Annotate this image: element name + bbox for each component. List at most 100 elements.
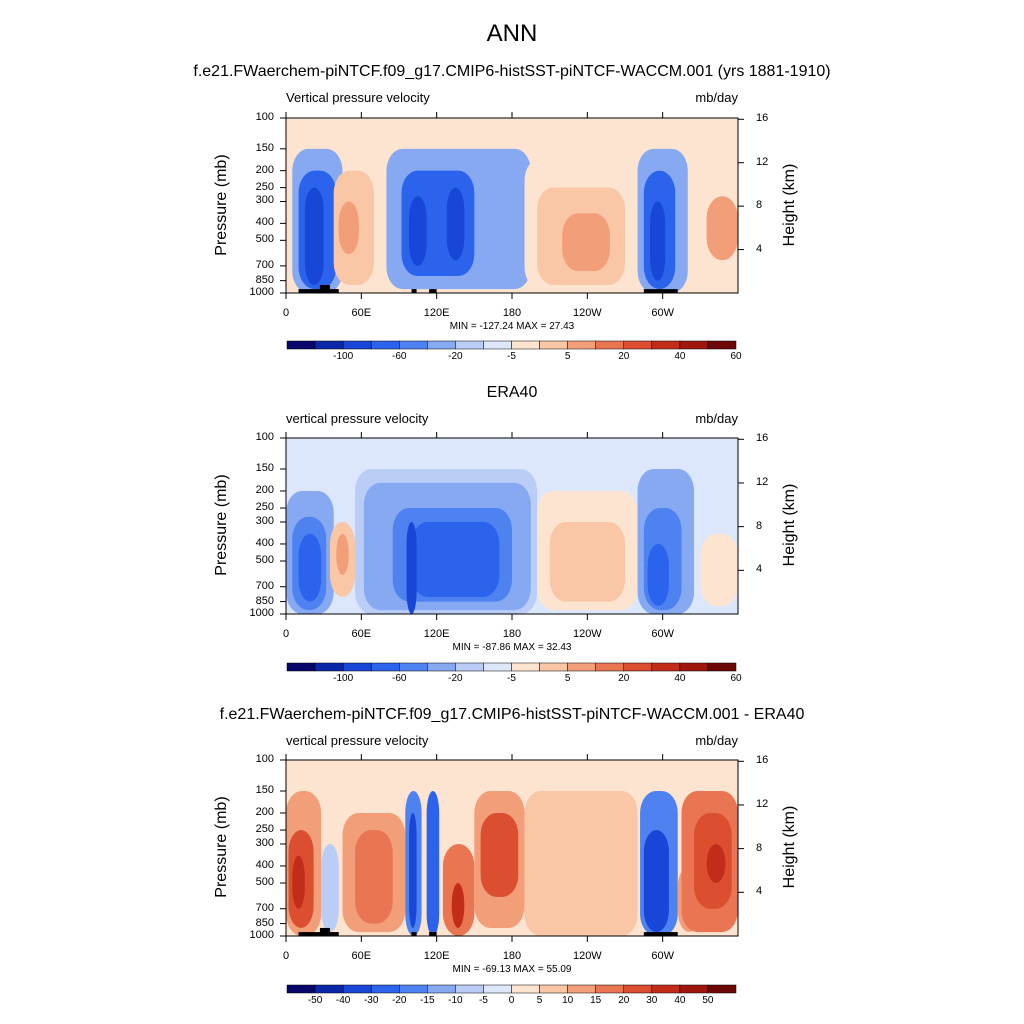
contour-region [562, 213, 610, 272]
contour-region [411, 521, 500, 597]
colorbar-label: -40 [335, 995, 351, 1006]
panel-left-string: vertical pressure velocity [286, 733, 429, 748]
panel-right-string: mb/day [695, 411, 738, 426]
colorbar [286, 662, 737, 672]
height-tick-label: 12 [756, 475, 769, 488]
x-tick-label: 120W [572, 307, 602, 319]
colorbar-box [314, 662, 344, 672]
contour-region [549, 521, 625, 602]
panel-left-string: Vertical pressure velocity [286, 90, 430, 105]
x-tick-label: 60E [351, 628, 372, 640]
y-tick-label: 300 [255, 194, 274, 207]
y-tick-label: 200 [255, 163, 274, 176]
y-tick-label: 250 [255, 501, 274, 514]
y-tick-label: 300 [255, 836, 274, 849]
y-tick-label: 150 [255, 783, 274, 796]
y-tick-label: 100 [255, 431, 274, 443]
colorbar-box [427, 984, 456, 994]
min-max-label: MIN = -127.24 MAX = 27.43 [449, 321, 575, 332]
colorbar-label: 10 [562, 995, 574, 1006]
y-tick-label: 700 [255, 901, 274, 914]
colorbar-box [623, 984, 653, 994]
colorbar-label: -20 [448, 351, 463, 362]
colorbar-label: -60 [392, 673, 407, 684]
y-axis-label: Pressure (mb) [213, 153, 230, 256]
x-tick-label: 0 [282, 307, 290, 319]
colorbar-box [707, 984, 737, 994]
colorbar-label: 5 [536, 995, 543, 1006]
topography-mask [319, 927, 330, 936]
contour-region [321, 843, 339, 933]
y-tick-label: 400 [255, 858, 274, 871]
colorbar [286, 340, 737, 350]
page-title: ANN [486, 20, 538, 47]
topography-mask [429, 289, 437, 293]
contour-region [480, 812, 519, 897]
colorbar-box [707, 662, 737, 672]
colorbar-box [342, 984, 372, 994]
colorbar-label: -20 [392, 995, 407, 1006]
colorbar-box [595, 340, 624, 350]
colorbar-label: -5 [507, 351, 516, 362]
panel-2 [280, 432, 744, 672]
colorbar-box [455, 340, 484, 350]
x-tick-label: 60W [651, 950, 674, 962]
y-tick-label: 850 [255, 273, 274, 286]
colorbar-box [455, 984, 484, 994]
panel-3 [280, 754, 744, 994]
contour-region [643, 830, 669, 933]
colorbar-label: 60 [730, 351, 742, 362]
y-tick-label: 1000 [249, 607, 274, 619]
colorbar-box [567, 662, 596, 672]
y-axis-label: Pressure (mb) [213, 474, 230, 576]
panel-right-string: mb/day [695, 733, 738, 748]
colorbar-label: 15 [590, 995, 602, 1006]
y-tick-label: 250 [255, 823, 274, 836]
colorbar-box [623, 662, 653, 672]
x-tick-label: 180 [502, 307, 522, 319]
panel-title: f.e21.FWaerchem-piNTCF.f09_g17.CMIP6-his… [193, 63, 831, 80]
contour-region [524, 790, 638, 936]
colorbar-box [427, 340, 456, 350]
colorbar-box [483, 340, 512, 350]
colorbar-box [651, 984, 681, 994]
x-tick-label: 120E [423, 628, 450, 640]
colorbar-box [679, 662, 709, 672]
colorbar-box [651, 662, 681, 672]
y-tick-label: 200 [255, 805, 274, 818]
colorbar-box [342, 340, 372, 350]
y-tick-label: 850 [255, 594, 274, 607]
y-tick-label: 100 [255, 111, 274, 123]
min-max-label: MIN = -87.86 MAX = 32.43 [452, 642, 572, 653]
x-tick-label: 60E [351, 307, 372, 319]
colorbar-box [539, 984, 568, 994]
colorbar-label: 40 [674, 351, 686, 362]
colorbar-box [651, 340, 681, 350]
colorbar-box [399, 984, 428, 994]
x-tick-label: 120W [572, 628, 602, 640]
colorbar-label: 20 [618, 351, 630, 362]
y-tick-label: 300 [255, 514, 274, 527]
panel-right-string: mb/day [695, 90, 738, 105]
height-tick-label: 4 [756, 242, 763, 255]
colorbar-box [286, 984, 316, 994]
colorbar-label: -5 [507, 673, 516, 684]
colorbar-label: 20 [618, 995, 630, 1006]
colorbar-box [314, 984, 344, 994]
contour-region [336, 533, 349, 575]
x-tick-label: 0 [282, 628, 290, 640]
y-tick-label: 850 [255, 916, 274, 929]
colorbar-label: 30 [646, 995, 658, 1006]
colorbar-label: 20 [618, 673, 630, 684]
height-tick-label: 4 [756, 563, 763, 576]
y-tick-label: 500 [255, 233, 274, 246]
colorbar-box [342, 662, 372, 672]
height-tick-label: 8 [756, 519, 763, 532]
y-tick-label: 100 [255, 753, 274, 765]
colorbar-box [707, 340, 737, 350]
topography-mask [643, 932, 678, 936]
colorbar-box [455, 662, 484, 672]
panel-1 [280, 112, 744, 350]
colorbar-box [511, 340, 540, 350]
topography-mask [429, 932, 437, 936]
